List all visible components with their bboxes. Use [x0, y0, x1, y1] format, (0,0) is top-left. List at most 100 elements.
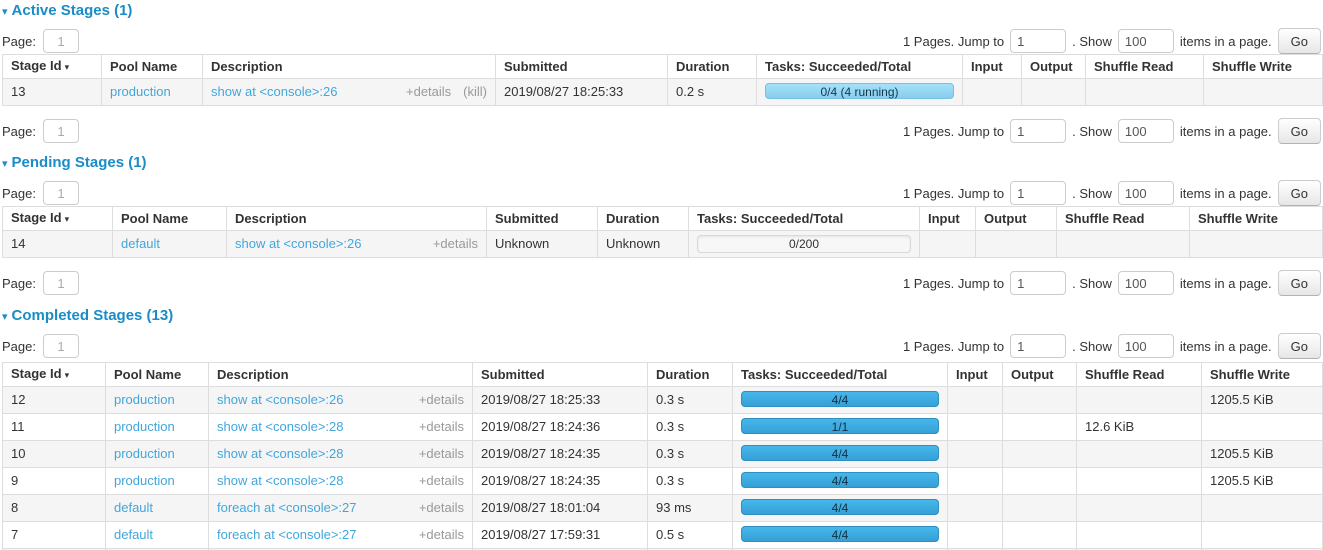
- input-cell: [947, 386, 1003, 414]
- jump-to-page-input[interactable]: [1010, 271, 1067, 295]
- column-header-pool-name[interactable]: Pool Name: [112, 206, 227, 231]
- details-toggle[interactable]: +details: [418, 392, 464, 407]
- pool-name-link[interactable]: production: [114, 446, 175, 461]
- active-stages-heading[interactable]: ▾ Active Stages (1): [2, 2, 1321, 20]
- pool-name-link[interactable]: default: [114, 527, 154, 542]
- go-button[interactable]: Go: [1277, 118, 1321, 144]
- column-header-output[interactable]: Output: [1002, 362, 1077, 387]
- items-per-page-input[interactable]: [1117, 334, 1174, 358]
- description-content: show at <console>:28 +details: [217, 420, 464, 434]
- tasks-progress-bar: 4/4: [741, 526, 939, 544]
- input-cell: [947, 440, 1003, 468]
- column-header-input[interactable]: Input: [947, 362, 1003, 387]
- jump-to-page-input[interactable]: [1010, 181, 1067, 205]
- column-header-shuffle-read[interactable]: Shuffle Read: [1076, 362, 1202, 387]
- pool-name-link[interactable]: production: [114, 392, 175, 407]
- stage-description-link[interactable]: show at <console>:26: [217, 392, 344, 407]
- column-header-stage-id[interactable]: Stage Id ▾: [2, 362, 106, 387]
- column-header-duration[interactable]: Duration: [597, 206, 689, 231]
- details-toggle[interactable]: +details: [406, 84, 452, 99]
- column-header-output[interactable]: Output: [975, 206, 1057, 231]
- column-header-duration[interactable]: Duration: [667, 54, 757, 79]
- description-content: foreach at <console>:27 +details: [217, 501, 464, 515]
- shuffle-read-cell: [1076, 440, 1202, 468]
- column-header-duration[interactable]: Duration: [647, 362, 733, 387]
- column-header-stage-id[interactable]: Stage Id ▾: [2, 54, 102, 79]
- pool-name-link[interactable]: default: [121, 236, 161, 251]
- description-cell: show at <console>:26 +details: [226, 230, 487, 258]
- items-per-page-input[interactable]: [1117, 29, 1174, 53]
- page-number-input[interactable]: [42, 271, 79, 295]
- items-per-page-input[interactable]: [1117, 271, 1174, 295]
- kill-link[interactable]: (kill): [463, 84, 487, 99]
- progress-fill: 4/4: [741, 472, 939, 488]
- column-header-shuffle-write[interactable]: Shuffle Write: [1203, 54, 1323, 79]
- pool-name-link[interactable]: production: [110, 84, 171, 99]
- jump-to-page-input[interactable]: [1010, 29, 1067, 53]
- column-header-tasks-succeeded-total[interactable]: Tasks: Succeeded/Total: [756, 54, 963, 79]
- go-button[interactable]: Go: [1277, 180, 1321, 206]
- details-toggle[interactable]: +details: [418, 473, 464, 488]
- pool-name-link[interactable]: production: [114, 473, 175, 488]
- shuffle-read-cell: [1076, 494, 1202, 522]
- progress-fill: 4/4: [741, 499, 939, 515]
- stage-description-link[interactable]: show at <console>:28: [217, 419, 344, 434]
- column-header-description[interactable]: Description: [226, 206, 487, 231]
- jump-to-page-input[interactable]: [1010, 334, 1067, 358]
- column-header-tasks-succeeded-total[interactable]: Tasks: Succeeded/Total: [732, 362, 948, 387]
- column-header-tasks-succeeded-total[interactable]: Tasks: Succeeded/Total: [688, 206, 920, 231]
- column-header-submitted[interactable]: Submitted: [495, 54, 668, 79]
- total-pages-label: 1 Pages. Jump to: [902, 185, 1005, 201]
- stage-description-link[interactable]: show at <console>:26: [211, 84, 338, 99]
- stage-description-link[interactable]: show at <console>:28: [217, 446, 344, 461]
- pool-name-link[interactable]: production: [114, 419, 175, 434]
- column-header-description[interactable]: Description: [208, 362, 473, 387]
- description-cell: foreach at <console>:27 +details: [208, 494, 473, 522]
- stage-description-link[interactable]: foreach at <console>:27: [217, 500, 357, 515]
- page-number-input[interactable]: [42, 119, 79, 143]
- details-toggle[interactable]: +details: [432, 236, 478, 251]
- go-button[interactable]: Go: [1277, 333, 1321, 359]
- description-cell: show at <console>:26 +details (kill): [202, 78, 496, 106]
- column-header-description[interactable]: Description: [202, 54, 496, 79]
- tasks-progress-cell: 4/4: [732, 467, 948, 495]
- details-toggle[interactable]: +details: [418, 446, 464, 461]
- details-toggle[interactable]: +details: [418, 419, 464, 434]
- jump-to-page-input[interactable]: [1010, 119, 1067, 143]
- go-button[interactable]: Go: [1277, 270, 1321, 296]
- pool-name-cell: production: [101, 78, 203, 106]
- column-header-stage-id[interactable]: Stage Id ▾: [2, 206, 113, 231]
- column-header-shuffle-write[interactable]: Shuffle Write: [1189, 206, 1323, 231]
- column-header-shuffle-write[interactable]: Shuffle Write: [1201, 362, 1323, 387]
- details-toggle[interactable]: +details: [418, 500, 464, 515]
- pool-name-link[interactable]: default: [114, 500, 154, 515]
- go-button[interactable]: Go: [1277, 28, 1321, 54]
- output-cell: [1021, 78, 1086, 106]
- shuffle-read-cell: [1076, 467, 1202, 495]
- column-header-input[interactable]: Input: [919, 206, 976, 231]
- column-header-input[interactable]: Input: [962, 54, 1022, 79]
- items-per-page-input[interactable]: [1117, 119, 1174, 143]
- pending-stages-heading[interactable]: ▾ Pending Stages (1): [2, 154, 1321, 172]
- column-header-pool-name[interactable]: Pool Name: [101, 54, 203, 79]
- stage-description-link[interactable]: foreach at <console>:27: [217, 527, 357, 542]
- shuffle-write-cell: [1201, 413, 1323, 441]
- completed-stages-heading[interactable]: ▾ Completed Stages (13): [2, 307, 1321, 325]
- stage-description-link[interactable]: show at <console>:26: [235, 236, 362, 251]
- column-header-shuffle-read[interactable]: Shuffle Read: [1056, 206, 1190, 231]
- stage-description-link[interactable]: show at <console>:28: [217, 473, 344, 488]
- column-header-output[interactable]: Output: [1021, 54, 1086, 79]
- page-number-input[interactable]: [42, 29, 79, 53]
- page-number-input[interactable]: [42, 181, 79, 205]
- shuffle-read-cell: [1085, 78, 1204, 106]
- column-header-shuffle-read[interactable]: Shuffle Read: [1085, 54, 1204, 79]
- page-number-input[interactable]: [42, 334, 79, 358]
- items-per-page-input[interactable]: [1117, 181, 1174, 205]
- completed-stages-table: Stage Id ▾ Pool Name Description Submitted Du…: [2, 362, 1323, 550]
- column-header-submitted[interactable]: Submitted: [472, 362, 648, 387]
- description-content: show at <console>:26 +details (kill): [211, 85, 487, 99]
- column-header-pool-name[interactable]: Pool Name: [105, 362, 209, 387]
- details-toggle[interactable]: +details: [418, 527, 464, 542]
- shuffle-write-cell: [1201, 521, 1323, 549]
- column-header-submitted[interactable]: Submitted: [486, 206, 598, 231]
